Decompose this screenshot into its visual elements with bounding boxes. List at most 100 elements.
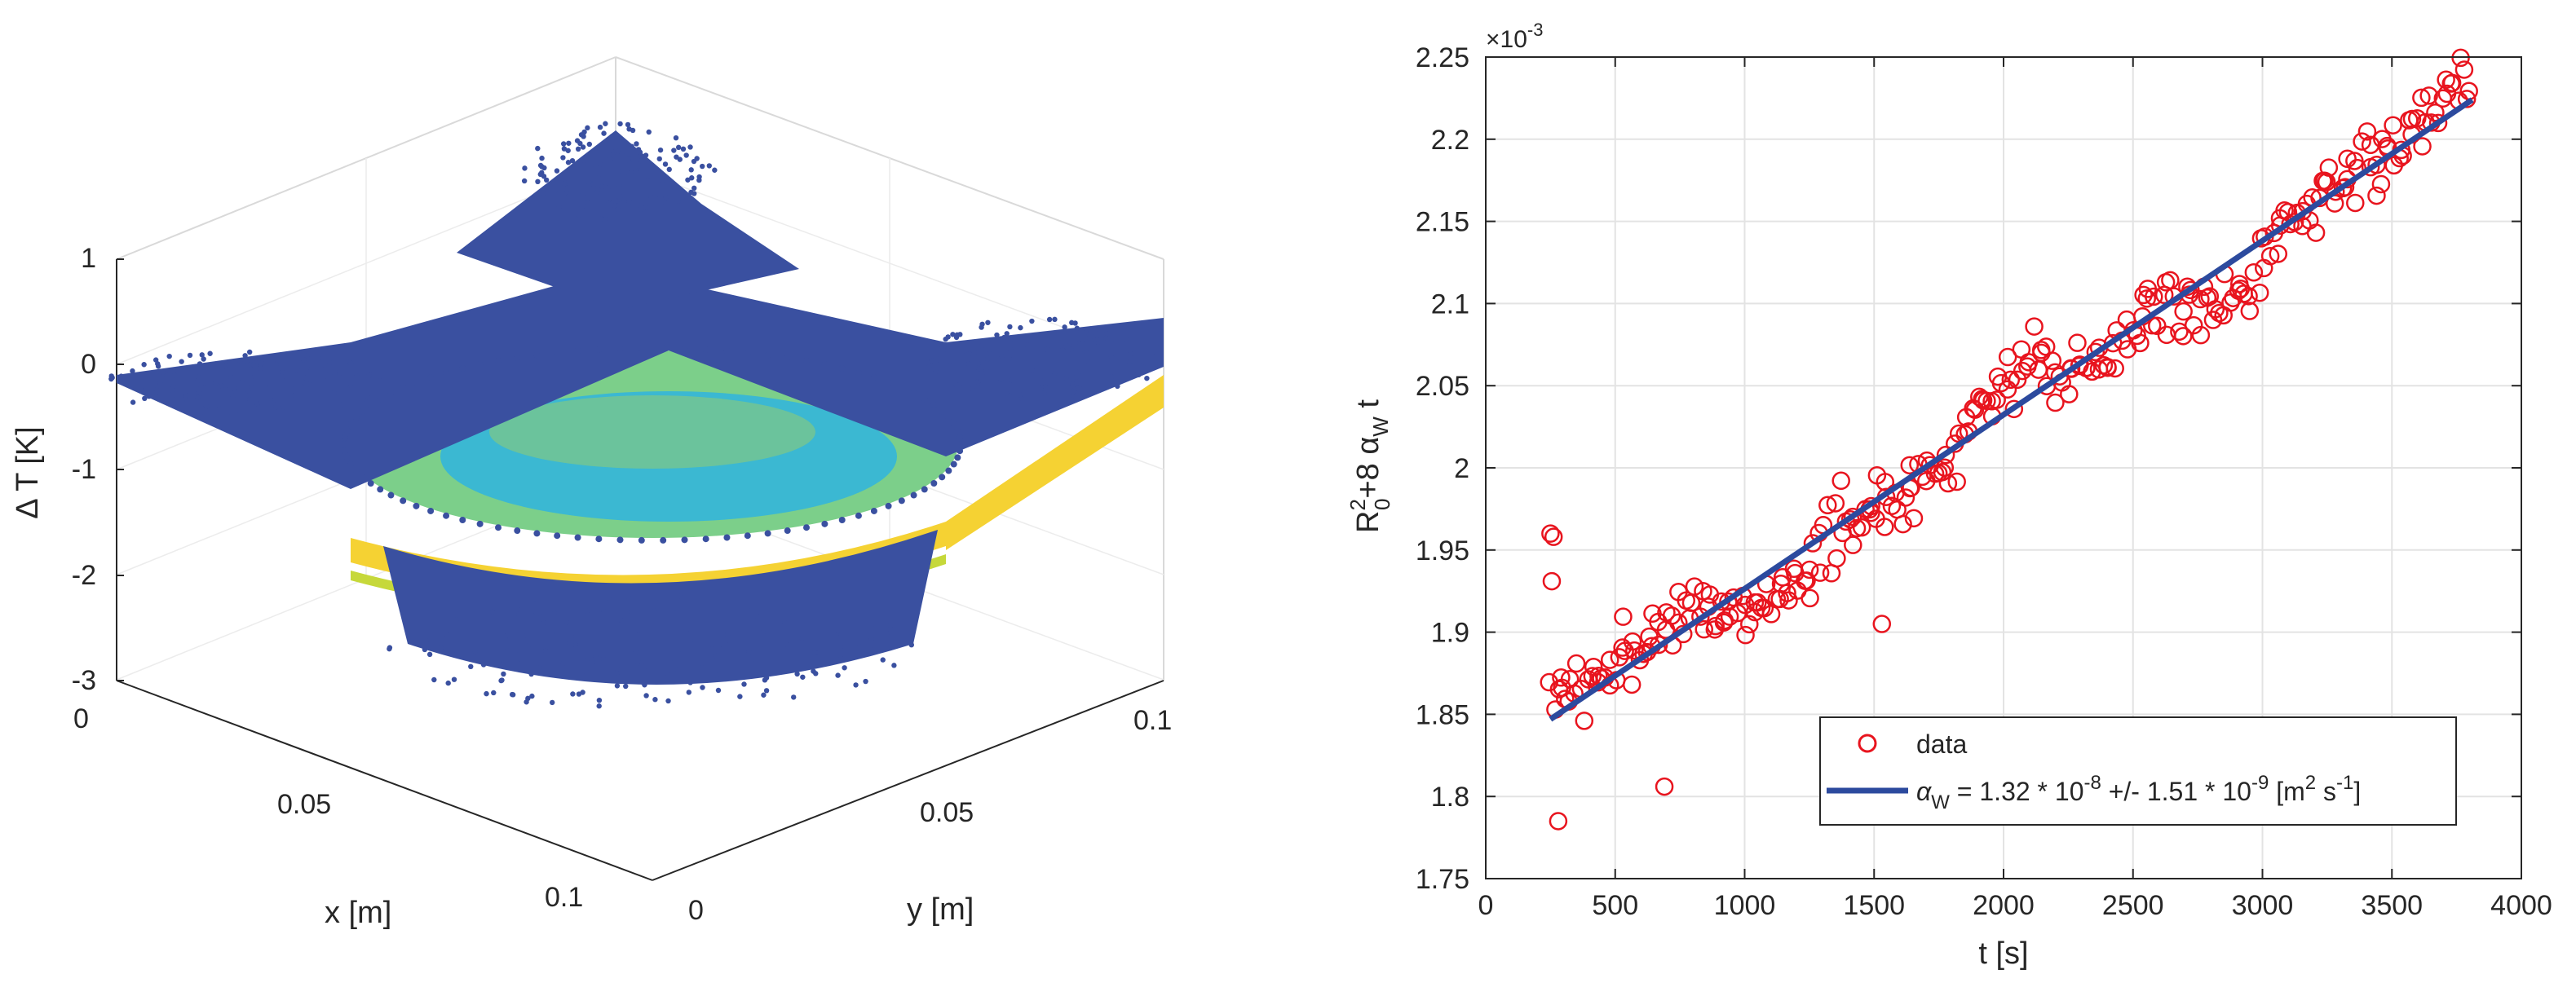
- measured-point: [413, 502, 420, 509]
- measured-point: [484, 690, 489, 697]
- y-tick-label: 1.95: [1416, 535, 1469, 566]
- measured-point: [625, 170, 632, 176]
- measured-point: [554, 349, 561, 356]
- measured-point: [626, 126, 632, 132]
- plot-3d-surface: 1 0 -1 -2 -3 Δ T [K] 0 0.05 0.1 x [m] 0 …: [11, 56, 1172, 930]
- measured-point: [502, 635, 508, 641]
- measured-point: [292, 393, 298, 399]
- data-point: [2068, 333, 2087, 352]
- measured-point: [1009, 377, 1015, 383]
- measured-point: [1001, 334, 1007, 341]
- measured-point: [468, 663, 474, 670]
- measured-point: [347, 421, 355, 428]
- measured-point: [153, 390, 159, 395]
- measured-point: [217, 369, 223, 376]
- measured-point: [1007, 324, 1013, 330]
- measured-point: [625, 121, 631, 128]
- measured-point: [741, 681, 747, 687]
- measured-point: [348, 360, 354, 367]
- measured-point: [683, 627, 689, 633]
- measured-point: [601, 608, 607, 615]
- measured-point: [273, 362, 279, 368]
- measured-point: [515, 660, 520, 666]
- measured-point: [171, 372, 178, 378]
- point-cloud-bottom: [383, 530, 938, 685]
- measured-point: [966, 350, 972, 357]
- data-point: [1740, 615, 1759, 634]
- measured-point: [933, 352, 939, 358]
- measured-point: [1018, 324, 1023, 331]
- measured-point: [480, 662, 487, 668]
- ylabel-sup: 2: [1345, 499, 1370, 510]
- x-tick-label: 1500: [1843, 890, 1905, 921]
- measured-point: [152, 357, 159, 363]
- measured-point: [130, 399, 136, 405]
- measured-point: [476, 361, 484, 368]
- measured-point: [510, 692, 516, 698]
- measured-point: [476, 520, 484, 527]
- measured-point: [642, 183, 647, 190]
- measured-point: [590, 182, 597, 187]
- measured-point: [634, 663, 639, 669]
- data-point: [2346, 193, 2365, 213]
- measured-point: [354, 373, 360, 379]
- data-point: [2043, 351, 2062, 370]
- x-tick-label: 0: [1478, 890, 1494, 921]
- measured-point: [950, 421, 957, 428]
- measured-point: [764, 351, 771, 359]
- measured-point: [1085, 358, 1091, 364]
- x-tick-label: 1000: [1714, 890, 1776, 921]
- measured-point: [696, 174, 702, 180]
- measured-point: [521, 178, 528, 184]
- measured-point: [301, 357, 307, 363]
- measured-point: [838, 365, 846, 372]
- measured-point: [532, 609, 539, 615]
- data-point: [2442, 73, 2462, 92]
- measured-point: [803, 524, 810, 531]
- measured-point: [605, 184, 612, 191]
- measured-points: [108, 121, 1164, 709]
- measured-point: [929, 358, 935, 364]
- measured-point: [560, 155, 566, 161]
- measured-point: [491, 690, 497, 696]
- measured-point: [197, 361, 203, 367]
- measured-point: [976, 366, 982, 372]
- measured-point: [230, 393, 236, 399]
- measured-point: [891, 663, 897, 668]
- x-tick-label: 0.1: [545, 882, 583, 913]
- measured-point: [1041, 390, 1047, 396]
- measured-point: [642, 682, 647, 688]
- measured-point: [821, 520, 828, 527]
- measured-point: [307, 381, 313, 387]
- measured-point: [880, 657, 886, 663]
- measured-point: [565, 148, 571, 153]
- measured-point: [330, 359, 336, 366]
- measured-point: [764, 530, 771, 537]
- measured-point: [950, 332, 956, 337]
- measured-point: [828, 659, 833, 666]
- measured-point: [207, 350, 213, 356]
- measured-point: [215, 403, 221, 408]
- measured-point: [1056, 330, 1062, 336]
- data-point: [2191, 325, 2211, 345]
- measured-point: [1076, 369, 1082, 375]
- data-point: [2105, 359, 2124, 378]
- floor-axes: [116, 680, 1164, 881]
- measured-point: [638, 659, 645, 666]
- measured-point: [504, 647, 510, 654]
- measured-point: [562, 181, 568, 187]
- data-point: [2413, 137, 2432, 156]
- legend-data-marker: [1858, 734, 1877, 753]
- measured-point: [725, 632, 731, 638]
- measured-point: [579, 204, 585, 210]
- data-point: [1876, 473, 1895, 491]
- measured-point: [643, 205, 649, 210]
- measured-point: [166, 353, 172, 359]
- fit-mid: +/- 1.51 * 10: [2101, 777, 2251, 806]
- measured-point: [663, 194, 669, 201]
- data-point: [2060, 385, 2079, 403]
- measured-point: [541, 165, 547, 171]
- measured-point: [687, 144, 693, 150]
- measured-point: [783, 641, 789, 647]
- measured-point: [1073, 374, 1080, 380]
